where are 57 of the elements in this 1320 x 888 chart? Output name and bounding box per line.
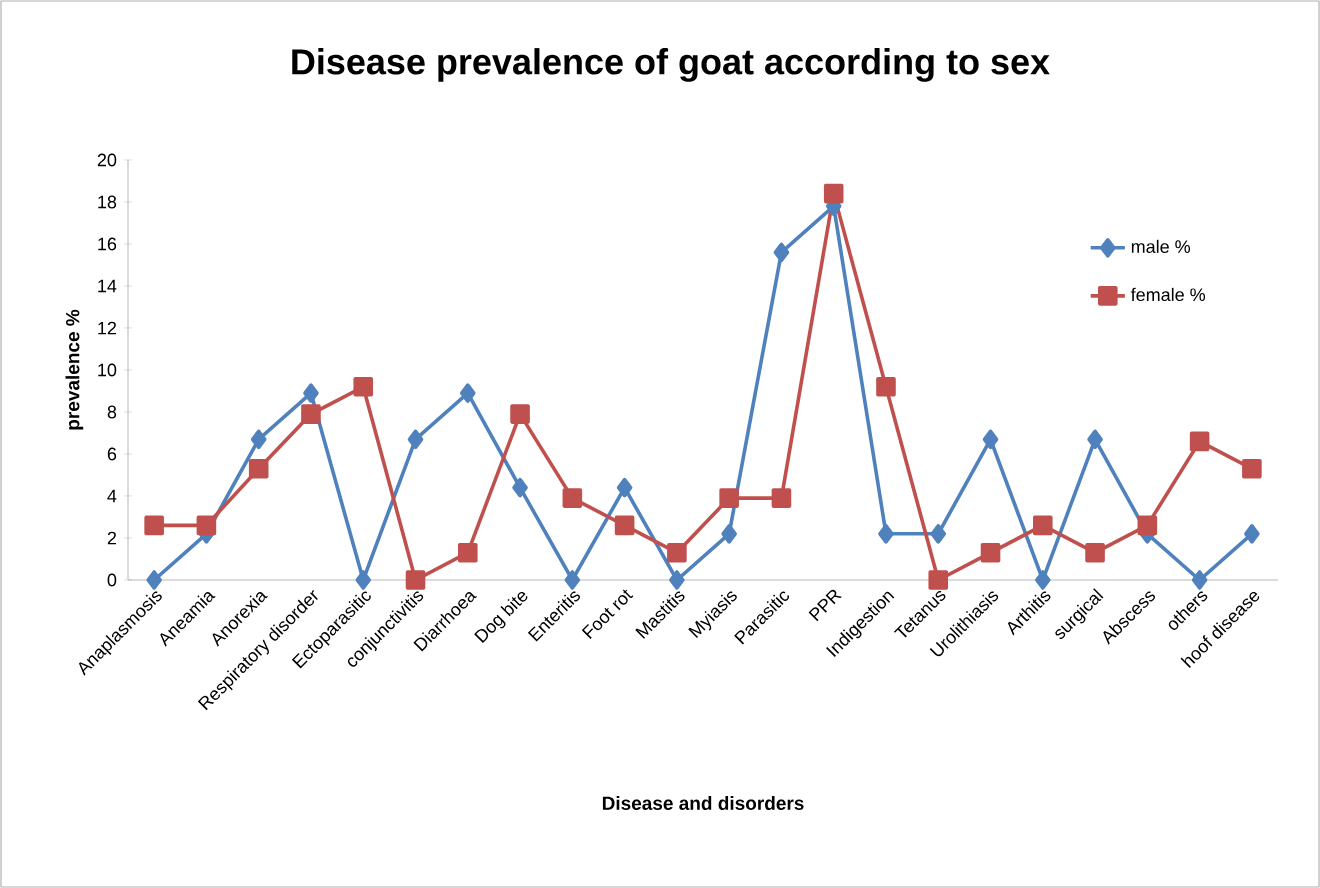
- point: [980, 542, 1001, 563]
- point: [146, 570, 162, 590]
- point: [1242, 458, 1262, 479]
- point: [1189, 431, 1210, 452]
- y-tick-label: 2: [107, 531, 117, 545]
- point: [1244, 524, 1260, 544]
- point: [250, 429, 267, 450]
- point: [459, 383, 476, 403]
- legend-label: male %: [1131, 239, 1191, 254]
- point: [669, 570, 685, 590]
- point: [1191, 570, 1208, 590]
- point: [930, 524, 947, 544]
- point: [667, 542, 687, 563]
- y-tick-label: 12: [98, 321, 117, 335]
- y-tick-label: 0: [107, 573, 117, 587]
- point: [407, 429, 424, 450]
- y-tick-label: 4: [107, 489, 117, 503]
- point: [512, 477, 528, 498]
- point: [823, 183, 844, 204]
- y-tick-label: 8: [107, 405, 117, 419]
- x-axis-title: Disease and disorders: [602, 796, 804, 810]
- point: [405, 570, 426, 590]
- y-tick-label: 10: [98, 363, 117, 377]
- point: [301, 404, 321, 424]
- point: [1034, 570, 1051, 590]
- point: [510, 404, 530, 424]
- point: [928, 570, 949, 590]
- point: [771, 488, 792, 508]
- y-tick-label: 14: [98, 279, 117, 293]
- point: [876, 377, 896, 397]
- point: [773, 242, 790, 263]
- y-tick-label: 16: [98, 237, 117, 251]
- y-tick-label: 18: [98, 195, 117, 209]
- chart-title: Disease prevalence of goat according to sex: [292, 48, 1050, 82]
- point: [353, 377, 374, 397]
- point: [982, 429, 999, 450]
- point: [721, 524, 737, 544]
- point: [1137, 515, 1158, 536]
- point: [355, 570, 372, 590]
- point: [457, 542, 478, 563]
- point: [1087, 429, 1103, 450]
- point: [616, 477, 633, 498]
- point: [144, 515, 164, 536]
- point: [196, 515, 217, 536]
- point: [614, 515, 635, 536]
- point: [248, 458, 269, 479]
- point: [719, 488, 739, 508]
- point: [1032, 515, 1053, 536]
- y-tick-label: 20: [97, 153, 117, 167]
- y-axis-title: prevalence %: [65, 309, 84, 430]
- point: [1085, 542, 1105, 563]
- point: [564, 570, 581, 590]
- y-tick-label: 6: [107, 447, 117, 461]
- point: [562, 488, 583, 508]
- point: [878, 524, 894, 544]
- legend-label: female %: [1130, 287, 1206, 302]
- point: [303, 383, 319, 403]
